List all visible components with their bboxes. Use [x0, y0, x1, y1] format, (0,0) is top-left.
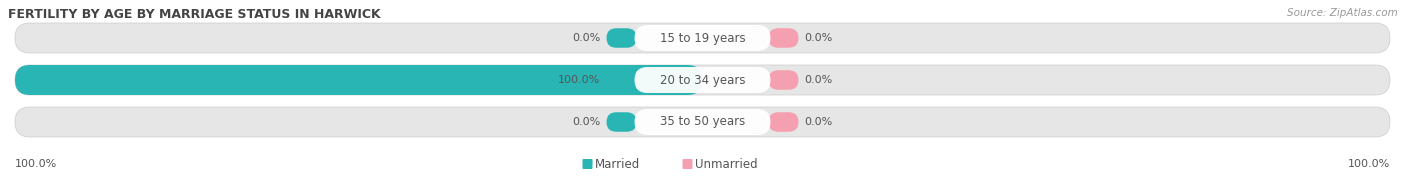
FancyBboxPatch shape: [15, 65, 1391, 95]
Text: Married: Married: [595, 158, 640, 171]
Text: 20 to 34 years: 20 to 34 years: [659, 74, 745, 86]
FancyBboxPatch shape: [634, 67, 770, 93]
FancyBboxPatch shape: [15, 107, 1391, 137]
Text: 0.0%: 0.0%: [572, 33, 600, 43]
Text: 0.0%: 0.0%: [804, 33, 832, 43]
Text: Unmarried: Unmarried: [695, 158, 756, 171]
Text: FERTILITY BY AGE BY MARRIAGE STATUS IN HARWICK: FERTILITY BY AGE BY MARRIAGE STATUS IN H…: [8, 8, 381, 21]
FancyBboxPatch shape: [634, 109, 770, 135]
Text: 0.0%: 0.0%: [804, 75, 832, 85]
Text: 100.0%: 100.0%: [558, 75, 600, 85]
FancyBboxPatch shape: [682, 159, 693, 169]
FancyBboxPatch shape: [606, 70, 637, 90]
FancyBboxPatch shape: [582, 159, 592, 169]
FancyBboxPatch shape: [606, 112, 637, 132]
FancyBboxPatch shape: [769, 70, 799, 90]
FancyBboxPatch shape: [769, 28, 799, 48]
Text: 35 to 50 years: 35 to 50 years: [659, 115, 745, 129]
FancyBboxPatch shape: [606, 28, 637, 48]
Text: Source: ZipAtlas.com: Source: ZipAtlas.com: [1288, 8, 1398, 18]
FancyBboxPatch shape: [634, 25, 770, 51]
FancyBboxPatch shape: [15, 23, 1391, 53]
FancyBboxPatch shape: [769, 112, 799, 132]
Text: 0.0%: 0.0%: [572, 117, 600, 127]
FancyBboxPatch shape: [15, 65, 703, 95]
Text: 15 to 19 years: 15 to 19 years: [659, 32, 745, 44]
Text: 100.0%: 100.0%: [15, 159, 58, 169]
Text: 0.0%: 0.0%: [804, 117, 832, 127]
Text: 100.0%: 100.0%: [1348, 159, 1391, 169]
